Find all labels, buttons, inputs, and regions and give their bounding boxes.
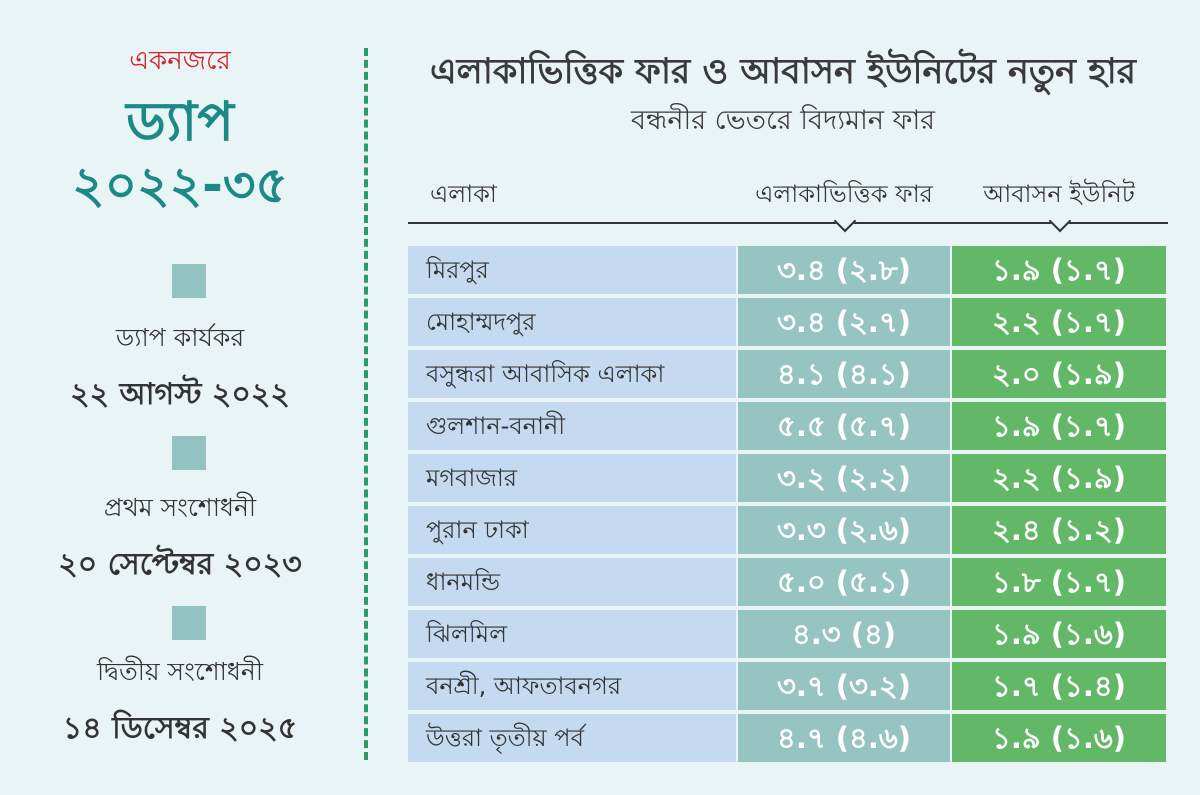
bullet-square [172, 606, 206, 640]
table-row: ধানমন্ডি ৫.০ (৫.১) ১.৮ (১.৭) [408, 558, 1166, 606]
event-date: ২০ সেপ্টেম্বর ২০২৩ [58, 547, 302, 582]
area-cell: গুলশান-বনানী [408, 402, 736, 450]
far-cell: ৩.৪ (২.৮) [738, 246, 950, 294]
area-cell: উত্তরা তৃতীয় পর্ব [408, 714, 736, 762]
table-row: বনশ্রী, আফতাবনগর ৩.৭ (৩.২) ১.৭ (১.৪) [408, 662, 1166, 710]
event-label: দ্বিতীয় সংশোধনী [96, 657, 264, 686]
event-date: ১৪ ডিসেম্বর ২০২৫ [62, 711, 298, 746]
area-cell: মগবাজার [408, 454, 736, 502]
unit-cell: ১.৯ (১.৭) [952, 402, 1166, 450]
event-label: প্রথম সংশোধনী [103, 493, 257, 522]
table-row: মিরপুর ৩.৪ (২.৮) ১.৯ (১.৭) [408, 246, 1166, 294]
area-cell: মিরপুর [408, 246, 736, 294]
far-cell: ৩.৭ (৩.২) [738, 662, 950, 710]
far-cell: ৪.১ (৪.১) [738, 350, 950, 398]
bullet-square [172, 264, 206, 298]
summary-panel: একনজরে ড্যাপ ২০২২-৩৫ ড্যাপ কার্যকর ২২ আগ… [0, 0, 360, 795]
event-label: ড্যাপ কার্যকর [115, 323, 245, 352]
unit-cell: ২.২ (১.৭) [952, 298, 1166, 346]
table-row: উত্তরা তৃতীয় পর্ব ৪.৭ (৪.৬) ১.৯ (১.৬) [408, 714, 1166, 762]
bullet-square [172, 436, 206, 470]
far-cell: ৪.৭ (৪.৬) [738, 714, 950, 762]
column-header-far: এলাকাভিত্তিক ফার [755, 180, 933, 208]
far-table: মিরপুর ৩.৪ (২.৮) ১.৯ (১.৭) মোহাম্মদপুর ৩… [408, 246, 1166, 766]
unit-cell: ১.৯ (১.৬) [952, 714, 1166, 762]
unit-cell: ২.২ (১.৯) [952, 454, 1166, 502]
column-header-area: এলাকা [430, 180, 497, 208]
unit-cell: ১.৯ (১.৬) [952, 610, 1166, 658]
panel-title: ড্যাপ [126, 90, 234, 153]
table-row: মোহাম্মদপুর ৩.৪ (২.৭) ২.২ (১.৭) [408, 298, 1166, 346]
area-cell: পুরান ঢাকা [408, 506, 736, 554]
table-row: ঝিলমিল ৪.৩ (৪) ১.৯ (১.৬) [408, 610, 1166, 658]
area-cell: মোহাম্মদপুর [408, 298, 736, 346]
panel-years: ২০২২-৩৫ [72, 156, 288, 214]
column-header-unit: আবাসন ইউনিট [983, 180, 1135, 208]
table-row: পুরান ঢাকা ৩.৩ (২.৬) ২.৪ (১.২) [408, 506, 1166, 554]
far-cell: ৫.৫ (৫.৭) [738, 402, 950, 450]
far-cell: ৩.২ (২.২) [738, 454, 950, 502]
area-cell: ধানমন্ডি [408, 558, 736, 606]
area-cell: ঝিলমিল [408, 610, 736, 658]
unit-cell: ১.৭ (১.৪) [952, 662, 1166, 710]
far-cell: ৩.৩ (২.৬) [738, 506, 950, 554]
unit-cell: ২.০ (১.৯) [952, 350, 1166, 398]
table-row: গুলশান-বনানী ৫.৫ (৫.৭) ১.৯ (১.৭) [408, 402, 1166, 450]
table-row: মগবাজার ৩.২ (২.২) ২.২ (১.৯) [408, 454, 1166, 502]
area-cell: বনশ্রী, আফতাবনগর [408, 662, 736, 710]
unit-cell: ১.৮ (১.৭) [952, 558, 1166, 606]
far-cell: ৫.০ (৫.১) [738, 558, 950, 606]
unit-cell: ১.৯ (১.৭) [952, 246, 1166, 294]
panel-kicker: একনজরে [129, 46, 231, 76]
table-row: বসুন্ধরা আবাসিক এলাকা ৪.১ (৪.১) ২.০ (১.৯… [408, 350, 1166, 398]
area-cell: বসুন্ধরা আবাসিক এলাকা [408, 350, 736, 398]
event-date: ২২ আগস্ট ২০২২ [70, 377, 290, 412]
dashed-divider [364, 48, 368, 760]
page-title: এলাকাভিত্তিক ফার ও আবাসন ইউনিটের নতুন হা… [429, 52, 1137, 92]
header-rule [408, 222, 1168, 224]
far-cell: ৩.৪ (২.৭) [738, 298, 950, 346]
far-cell: ৪.৩ (৪) [738, 610, 950, 658]
unit-cell: ২.৪ (১.২) [952, 506, 1166, 554]
page-subtitle: বন্ধনীর ভেতরে বিদ্যমান ফার [631, 105, 935, 136]
